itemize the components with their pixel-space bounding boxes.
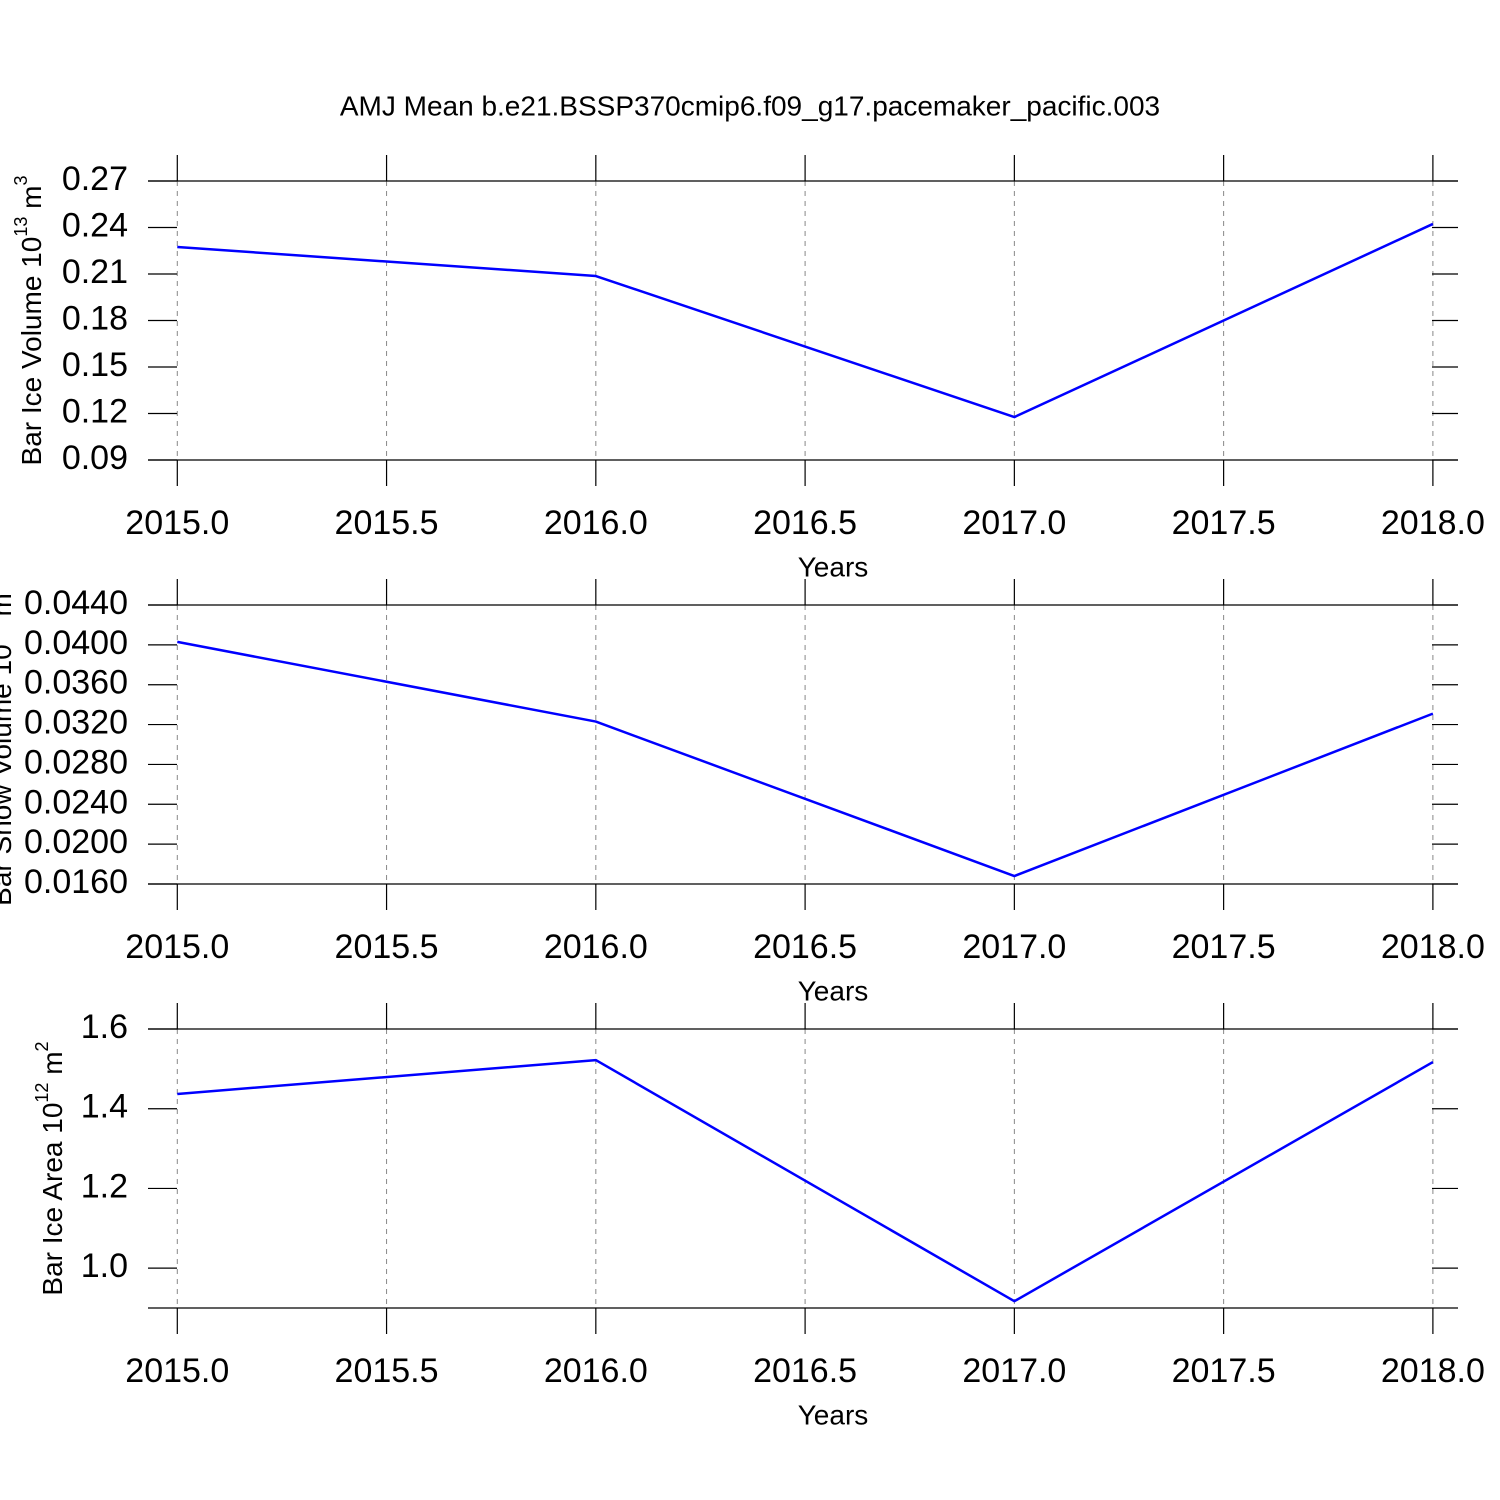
x-axis-label: Years (798, 551, 869, 582)
y-axis-label-part: Bar Ice Area 10 (37, 1103, 68, 1296)
y-tick-label: 1.4 (81, 1088, 128, 1126)
y-axis-label-part: m (0, 593, 17, 624)
y-tick-label: 0.0360 (24, 664, 128, 702)
x-tick-label: 2016.5 (753, 928, 857, 966)
x-tick-label: 2016.0 (544, 1352, 648, 1390)
y-tick-label: 0.12 (62, 392, 128, 430)
y-axis-label: Bar Ice Area 1012 m2 (32, 1041, 69, 1295)
x-tick-label: 2017.0 (962, 504, 1066, 542)
y-axis-label-part: Bar Ice Volume 10 (16, 237, 47, 466)
x-axis-label: Years (798, 1399, 869, 1430)
chart-title: AMJ Mean b.e21.BSSP370cmip6.f09_g17.pace… (340, 90, 1160, 121)
y-axis-label-exponent: 3 (0, 583, 1, 593)
y-axis-label-exponent: 12 (32, 1083, 52, 1103)
x-tick-label: 2018.0 (1381, 928, 1485, 966)
x-tick-label: 2018.0 (1381, 504, 1485, 542)
x-tick-label: 2015.0 (125, 928, 229, 966)
y-axis-label-exponent: 13 (11, 217, 31, 237)
x-tick-label: 2016.0 (544, 928, 648, 966)
x-tick-label: 2015.0 (125, 504, 229, 542)
x-tick-label: 2016.0 (544, 504, 648, 542)
y-axis-label: Bar Ice Volume 1013 m3 (11, 176, 48, 466)
x-tick-label: 2017.0 (962, 928, 1066, 966)
y-axis-label-part: m (37, 1051, 68, 1082)
y-axis-label: Bar Snow Volume 1013 m3 (0, 583, 17, 906)
data-line (177, 222, 1434, 419)
x-tick-label: 2015.5 (335, 1352, 439, 1390)
y-axis-label-exponent: 2 (32, 1041, 52, 1051)
x-tick-label: 2015.5 (335, 504, 439, 542)
x-tick-label: 2017.5 (1172, 504, 1276, 542)
y-tick-label: 1.6 (81, 1008, 128, 1046)
y-tick-label: 0.0440 (24, 584, 128, 622)
y-tick-label: 1.0 (81, 1247, 128, 1285)
y-tick-label: 0.24 (62, 206, 128, 244)
x-tick-label: 2018.0 (1381, 1352, 1485, 1390)
x-tick-label: 2015.5 (335, 928, 439, 966)
y-tick-label: 0.0320 (24, 704, 128, 742)
x-tick-label: 2017.5 (1172, 1352, 1276, 1390)
x-axis-label: Years (798, 975, 869, 1006)
x-tick-label: 2017.5 (1172, 928, 1276, 966)
y-tick-label: 0.0400 (24, 624, 128, 662)
y-tick-label: 0.15 (62, 346, 128, 384)
y-tick-label: 0.09 (62, 439, 128, 477)
y-tick-label: 0.0160 (24, 863, 128, 901)
y-tick-label: 0.0280 (24, 743, 128, 781)
y-tick-label: 0.18 (62, 299, 128, 337)
y-tick-label: 0.0240 (24, 783, 128, 821)
data-line (177, 1058, 1434, 1303)
y-tick-label: 0.0200 (24, 823, 128, 861)
data-line (177, 640, 1434, 878)
x-tick-label: 2016.5 (753, 1352, 857, 1390)
y-axis-label-exponent: 3 (11, 176, 31, 186)
x-tick-label: 2017.0 (962, 1352, 1066, 1390)
y-axis-label-exponent: 13 (0, 624, 1, 644)
y-tick-label: 1.2 (81, 1167, 128, 1205)
y-axis-label-part: m (16, 186, 47, 217)
y-axis-label-part: Bar Snow Volume 10 (0, 644, 17, 906)
x-tick-label: 2015.0 (125, 1352, 229, 1390)
x-tick-label: 2016.5 (753, 504, 857, 542)
y-tick-label: 0.27 (62, 160, 128, 198)
y-tick-label: 0.21 (62, 253, 128, 291)
